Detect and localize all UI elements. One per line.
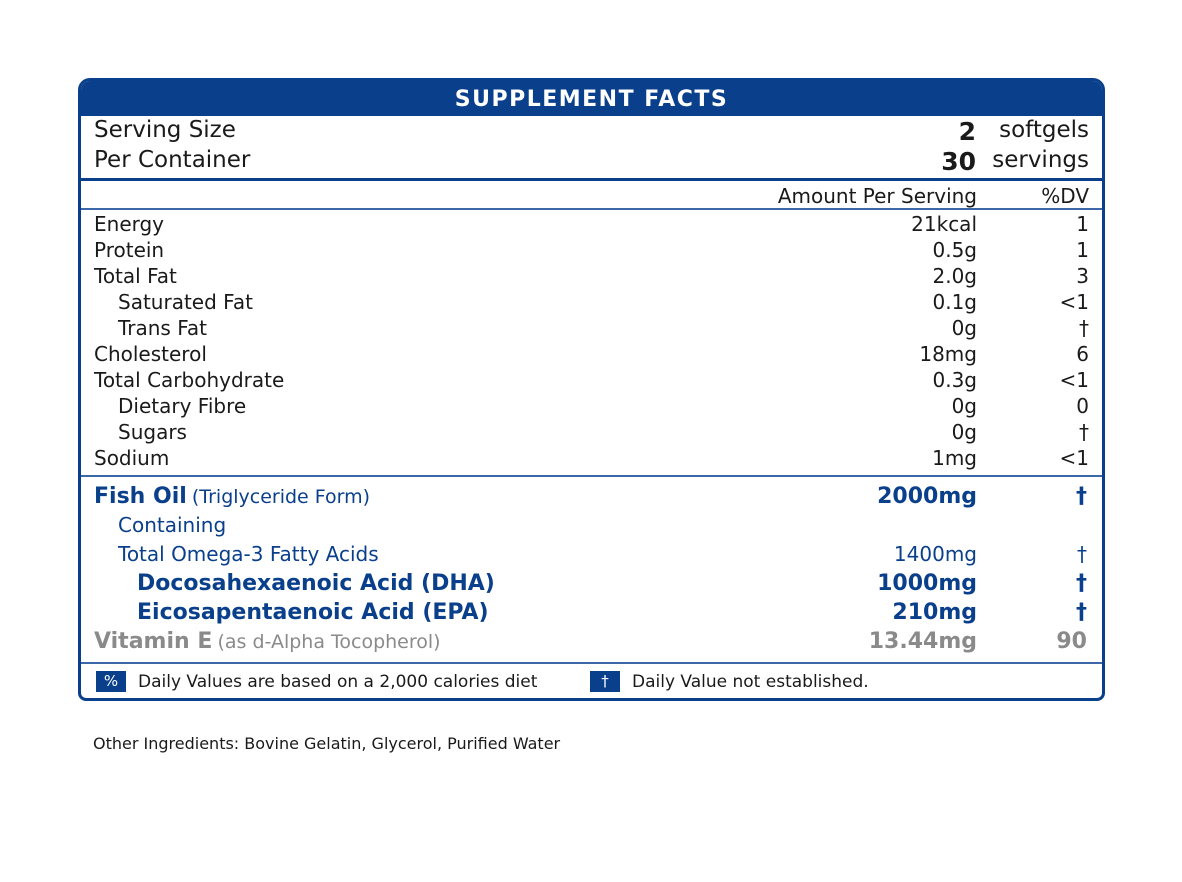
nutrient-row-total-fat: Total Fat 2.0g 3 [81, 263, 1102, 289]
nutrient-row-energy: Energy 21kcal 1 [81, 211, 1102, 237]
per-container-row: Per Container 30 servings [94, 147, 1089, 177]
supplement-row-vitamin-e: Vitamin E (as d-Alpha Tocopherol) 13.44m… [81, 627, 1102, 656]
serving-size-label: Serving Size [94, 117, 236, 143]
nutrient-amount: 0g [951, 420, 977, 444]
nutrient-dv: <1 [1059, 446, 1089, 470]
vitamin-e-name: Vitamin E [94, 629, 213, 654]
supplement-dv: † [1076, 600, 1087, 625]
nutrient-dv: 1 [1076, 238, 1089, 262]
footnotes: % Daily Values are based on a 2,000 calo… [81, 664, 1102, 698]
nutrient-amount: 1mg [932, 446, 977, 470]
nutrient-name: Sodium [94, 446, 170, 470]
serving-size-unit: softgels [999, 117, 1089, 143]
supplement-facts-label: SUPPLEMENT FACTS Serving Size 2 softgels… [78, 78, 1105, 701]
nutrient-row-cholesterol: Cholesterol 18mg 6 [81, 341, 1102, 367]
nutrient-row-sodium: Sodium 1mg <1 [81, 445, 1102, 471]
nutrient-amount: 2.0g [932, 264, 977, 288]
supplement-dv: † [1077, 542, 1087, 566]
divider [81, 662, 1102, 664]
supplement-name: Docosahexaenoic Acid (DHA) [137, 571, 495, 596]
nutrient-name: Sugars [118, 420, 187, 444]
nutrient-dv: 6 [1076, 342, 1089, 366]
nutrient-dv: † [1079, 316, 1089, 340]
supplement-amount: 1400mg [893, 542, 977, 566]
nutrient-name: Trans Fat [118, 316, 207, 340]
nutrient-amount: 0.3g [932, 368, 977, 392]
supplement-amount: 1000mg [877, 571, 977, 596]
supplement-dv: † [1076, 484, 1087, 509]
supplement-dv: † [1076, 571, 1087, 596]
nutrient-dv: 0 [1076, 394, 1089, 418]
supplement-row-fish-oil: Fish Oil (Triglyceride Form) 2000mg † [81, 482, 1102, 511]
nutrient-amount: 0.1g [932, 290, 977, 314]
nutrient-amount: 21kcal [911, 212, 977, 236]
serving-size-row: Serving Size 2 softgels [94, 117, 1089, 147]
nutrient-row-trans-fat: Trans Fat 0g † [81, 315, 1102, 341]
supplement-name: Fish Oil (Triglyceride Form) [94, 482, 370, 512]
nutrient-dv: <1 [1059, 368, 1089, 392]
dagger-icon: † [590, 671, 620, 692]
supplement-name: Total Omega-3 Fatty Acids [118, 542, 379, 566]
nutrient-dv: † [1079, 420, 1089, 444]
nutrient-name: Total Fat [94, 264, 177, 288]
supplement-amount: 13.44mg [868, 629, 977, 654]
footnote-dagger: † Daily Value not established. [590, 671, 869, 692]
percent-icon: % [96, 671, 126, 692]
nutrient-dv: 3 [1076, 264, 1089, 288]
nutrient-amount: 0g [951, 316, 977, 340]
supplement-name: Containing [118, 513, 227, 537]
per-container-number: 30 [941, 147, 976, 176]
supplement-row-dha: Docosahexaenoic Acid (DHA) 1000mg † [81, 569, 1102, 598]
nutrient-name: Energy [94, 212, 165, 236]
amount-column-header: Amount Per Serving [777, 184, 977, 208]
dv-column-header: %DV [1041, 184, 1089, 208]
supplement-row-containing: Containing [81, 511, 1102, 540]
nutrient-amount: 0g [951, 394, 977, 418]
nutrient-dv: <1 [1059, 290, 1089, 314]
fish-oil-name: Fish Oil [94, 484, 187, 509]
supplement-amount: 2000mg [877, 484, 977, 509]
vitamin-e-detail: (as d-Alpha Tocopherol) [217, 631, 441, 653]
fish-oil-detail: (Triglyceride Form) [191, 486, 371, 508]
divider [81, 178, 1102, 181]
nutrient-row-dietary-fibre: Dietary Fibre 0g 0 [81, 393, 1102, 419]
divider [81, 208, 1102, 210]
nutrient-name: Total Carbohydrate [94, 368, 285, 392]
per-container-unit: servings [992, 147, 1089, 173]
nutrient-row-saturated-fat: Saturated Fat 0.1g <1 [81, 289, 1102, 315]
nutrient-name: Saturated Fat [118, 290, 253, 314]
nutrient-name: Cholesterol [94, 342, 207, 366]
supplement-name: Vitamin E (as d-Alpha Tocopherol) [94, 627, 441, 657]
supplement-name: Eicosapentaenoic Acid (EPA) [137, 600, 489, 625]
nutrient-row-sugars: Sugars 0g † [81, 419, 1102, 445]
nutrient-name: Dietary Fibre [118, 394, 247, 418]
column-header: Amount Per Serving %DV [81, 181, 1102, 208]
serving-info: Serving Size 2 softgels Per Container 30… [81, 116, 1102, 178]
nutrient-amount: 0.5g [932, 238, 977, 262]
supplement-row-omega3: Total Omega-3 Fatty Acids 1400mg † [81, 540, 1102, 569]
nutrient-row-total-carbohydrate: Total Carbohydrate 0.3g <1 [81, 367, 1102, 393]
per-container-label: Per Container [94, 147, 251, 173]
nutrient-row-protein: Protein 0.5g 1 [81, 237, 1102, 263]
divider [81, 475, 1102, 477]
other-ingredients: Other Ingredients: Bovine Gelatin, Glyce… [93, 734, 561, 753]
footnote-daily-values: % Daily Values are based on a 2,000 calo… [96, 671, 537, 692]
nutrient-amount: 18mg [919, 342, 977, 366]
nutrient-dv: 1 [1076, 212, 1089, 236]
footnote-text: Daily Values are based on a 2,000 calori… [138, 671, 538, 692]
nutrients-table: Energy 21kcal 1 Protein 0.5g 1 Total Fat… [81, 210, 1102, 475]
supplement-amount: 210mg [892, 600, 977, 625]
label-title: SUPPLEMENT FACTS [81, 81, 1102, 116]
supplement-dv: 90 [1056, 629, 1087, 654]
supplement-row-epa: Eicosapentaenoic Acid (EPA) 210mg † [81, 598, 1102, 627]
nutrient-name: Protein [94, 238, 165, 262]
serving-size-number: 2 [958, 117, 976, 146]
supplements-section: Fish Oil (Triglyceride Form) 2000mg † Co… [81, 477, 1102, 662]
footnote-text: Daily Value not established. [632, 671, 869, 692]
